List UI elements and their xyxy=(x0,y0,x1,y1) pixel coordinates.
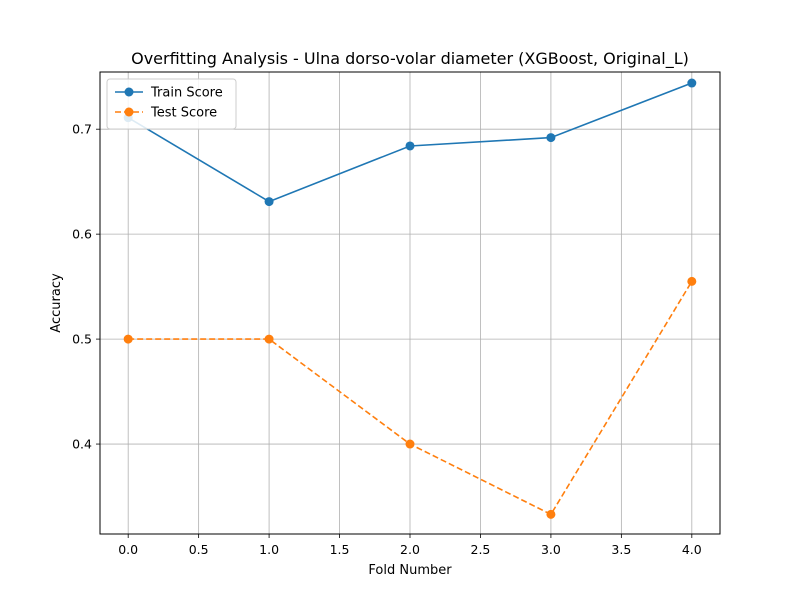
x-tick-label: 1.0 xyxy=(259,542,279,557)
data-point xyxy=(687,78,697,88)
legend-entry: Test Score xyxy=(115,106,217,121)
grid xyxy=(100,72,720,534)
x-tick-label: 2.0 xyxy=(400,542,420,557)
x-tick-label: 3.5 xyxy=(611,542,631,557)
y-tick-label: 0.6 xyxy=(72,227,92,242)
legend-entry: Train Score xyxy=(115,86,223,101)
series-layer xyxy=(123,78,697,519)
legend: Train Score Test Score xyxy=(106,78,237,130)
legend-marker xyxy=(124,87,134,97)
y-tick-label: 0.5 xyxy=(72,332,92,347)
chart-title: Overfitting Analysis - Ulna dorso-volar … xyxy=(131,49,689,69)
x-tick-label: 4.0 xyxy=(682,542,702,557)
x-tick-label: 3.0 xyxy=(541,542,561,557)
data-point xyxy=(546,133,556,143)
legend-marker xyxy=(124,107,134,117)
y-tick-label: 0.7 xyxy=(72,122,92,137)
axis-ticks: 0.0 0.5 1.0 1.5 2.0 2.5 3.0 3.5 4.0 0.4 0.5 0.6 0.7 xyxy=(72,122,702,557)
x-axis-label: Fold Number xyxy=(368,563,452,578)
data-point xyxy=(123,334,133,344)
x-tick-label: 0.0 xyxy=(118,542,138,557)
data-point xyxy=(687,276,697,286)
legend-label: Test Score xyxy=(150,106,217,121)
y-tick-label: 0.4 xyxy=(72,437,92,452)
data-point xyxy=(264,334,274,344)
x-tick-label: 1.5 xyxy=(330,542,350,557)
legend-label: Train Score xyxy=(150,86,223,101)
data-point xyxy=(546,509,556,519)
x-tick-label: 0.5 xyxy=(189,542,209,557)
data-point xyxy=(405,439,415,449)
series-test-score xyxy=(123,276,697,519)
x-tick-label: 2.5 xyxy=(471,542,491,557)
series-train-score xyxy=(123,78,697,207)
y-axis-label: Accuracy xyxy=(49,273,64,333)
data-point xyxy=(405,141,415,151)
data-point xyxy=(264,197,274,207)
